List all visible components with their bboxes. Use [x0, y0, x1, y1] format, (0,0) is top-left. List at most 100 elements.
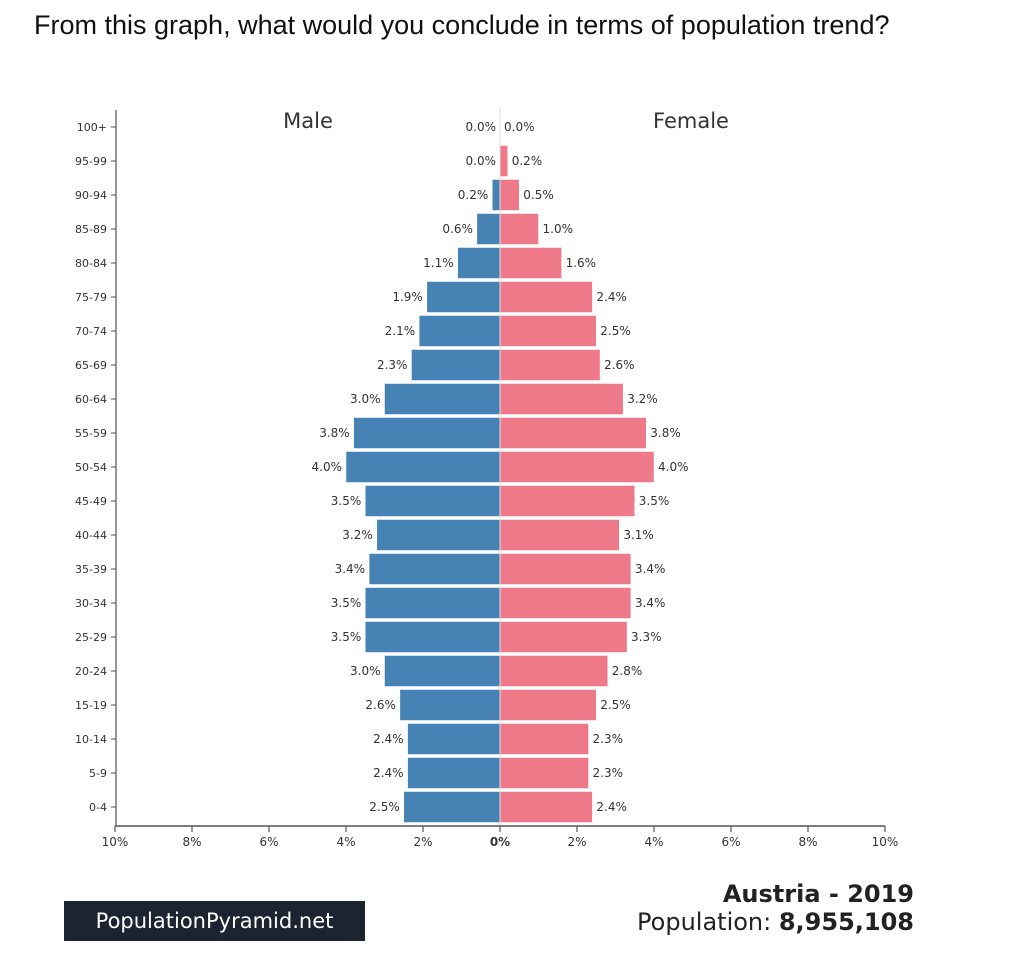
male-bar	[457, 247, 501, 279]
male-bar	[345, 451, 501, 483]
age-label: 0-4	[89, 801, 107, 814]
male-value-label: 2.3%	[377, 358, 408, 372]
female-value-label: 2.5%	[600, 698, 631, 712]
age-label: 60-64	[75, 393, 107, 406]
male-value-label: 2.4%	[373, 766, 404, 780]
male-value-label: 3.5%	[331, 630, 362, 644]
brand-badge[interactable]: PopulationPyramid.net	[64, 901, 365, 941]
x-tick-label: 8%	[798, 835, 817, 849]
x-tick-label: 0%	[490, 835, 510, 849]
male-bar	[365, 485, 501, 517]
male-value-label: 4.0%	[312, 460, 343, 474]
male-value-label: 1.1%	[423, 256, 454, 270]
male-value-label: 0.0%	[466, 120, 497, 134]
male-bar	[476, 213, 501, 245]
male-bar	[418, 315, 501, 347]
female-value-label: 2.4%	[596, 800, 627, 814]
age-label: 40-44	[75, 529, 107, 542]
female-value-label: 1.6%	[566, 256, 597, 270]
female-value-label: 2.3%	[593, 766, 624, 780]
male-value-label: 3.2%	[342, 528, 373, 542]
male-value-label: 0.6%	[442, 222, 473, 236]
age-label: 55-59	[75, 427, 107, 440]
age-label: 75-79	[75, 291, 107, 304]
female-value-label: 0.2%	[512, 154, 543, 168]
age-label: 70-74	[75, 325, 107, 338]
x-tick-label: 4%	[644, 835, 663, 849]
age-label: 15-19	[75, 699, 107, 712]
female-bar	[499, 281, 593, 313]
male-bar	[403, 791, 501, 823]
male-bar	[368, 553, 501, 585]
female-bar	[499, 757, 589, 789]
age-label: 50-54	[75, 461, 107, 474]
age-label: 100+	[77, 121, 107, 134]
male-value-label: 2.4%	[373, 732, 404, 746]
male-value-label: 2.1%	[385, 324, 416, 338]
age-label: 10-14	[75, 733, 107, 746]
female-bar	[499, 315, 597, 347]
question-heading: From this graph, what would you conclude…	[34, 10, 890, 40]
male-bar	[365, 621, 501, 653]
female-value-label: 2.3%	[593, 732, 624, 746]
female-bar	[499, 145, 508, 177]
female-value-label: 3.3%	[631, 630, 662, 644]
male-value-label: 0.0%	[466, 154, 497, 168]
male-bar	[384, 655, 501, 687]
population-summary: Population: 8,955,108	[637, 908, 914, 936]
male-bar	[399, 689, 501, 721]
female-value-label: 2.6%	[604, 358, 635, 372]
female-value-label: 2.8%	[612, 664, 643, 678]
female-value-label: 3.1%	[623, 528, 654, 542]
female-value-label: 2.4%	[596, 290, 627, 304]
population-label: Population:	[637, 908, 772, 936]
male-bar	[353, 417, 501, 449]
female-value-label: 3.5%	[639, 494, 670, 508]
male-value-label: 3.4%	[335, 562, 366, 576]
age-label: 85-89	[75, 223, 107, 236]
male-bar	[492, 179, 501, 211]
age-label: 45-49	[75, 495, 107, 508]
age-label: 30-34	[75, 597, 107, 610]
female-bar	[499, 723, 589, 755]
female-bar	[499, 519, 620, 551]
x-tick-label: 8%	[182, 835, 201, 849]
x-tick-label: 10%	[872, 835, 899, 849]
x-tick-label: 2%	[567, 835, 586, 849]
female-bar	[499, 247, 562, 279]
female-bar	[499, 383, 624, 415]
x-tick-label: 6%	[259, 835, 278, 849]
age-label: 90-94	[75, 189, 107, 202]
male-value-label: 1.9%	[392, 290, 423, 304]
male-value-label: 3.5%	[331, 494, 362, 508]
age-label: 95-99	[75, 155, 107, 168]
age-label: 25-29	[75, 631, 107, 644]
female-bar	[499, 791, 593, 823]
female-bar	[499, 553, 632, 585]
age-label: 35-39	[75, 563, 107, 576]
male-value-label: 3.0%	[350, 392, 381, 406]
female-value-label: 4.0%	[658, 460, 689, 474]
female-bar	[499, 587, 632, 619]
female-value-label: 3.2%	[627, 392, 658, 406]
male-bar	[407, 757, 501, 789]
population-value: 8,955,108	[778, 908, 914, 936]
male-bar	[411, 349, 501, 381]
male-bar	[365, 587, 501, 619]
male-bar	[384, 383, 501, 415]
age-label: 5-9	[89, 767, 107, 780]
male-bar	[407, 723, 501, 755]
female-bar	[499, 485, 635, 517]
female-value-label: 0.5%	[523, 188, 554, 202]
country-year-label: Austria - 2019	[722, 880, 914, 908]
male-bar	[426, 281, 501, 313]
female-bar	[499, 417, 647, 449]
x-tick-label: 2%	[413, 835, 432, 849]
female-bar	[499, 689, 597, 721]
male-value-label: 3.8%	[319, 426, 350, 440]
female-bar	[499, 655, 609, 687]
male-bar	[376, 519, 501, 551]
x-tick-label: 10%	[102, 835, 129, 849]
age-label: 65-69	[75, 359, 107, 372]
